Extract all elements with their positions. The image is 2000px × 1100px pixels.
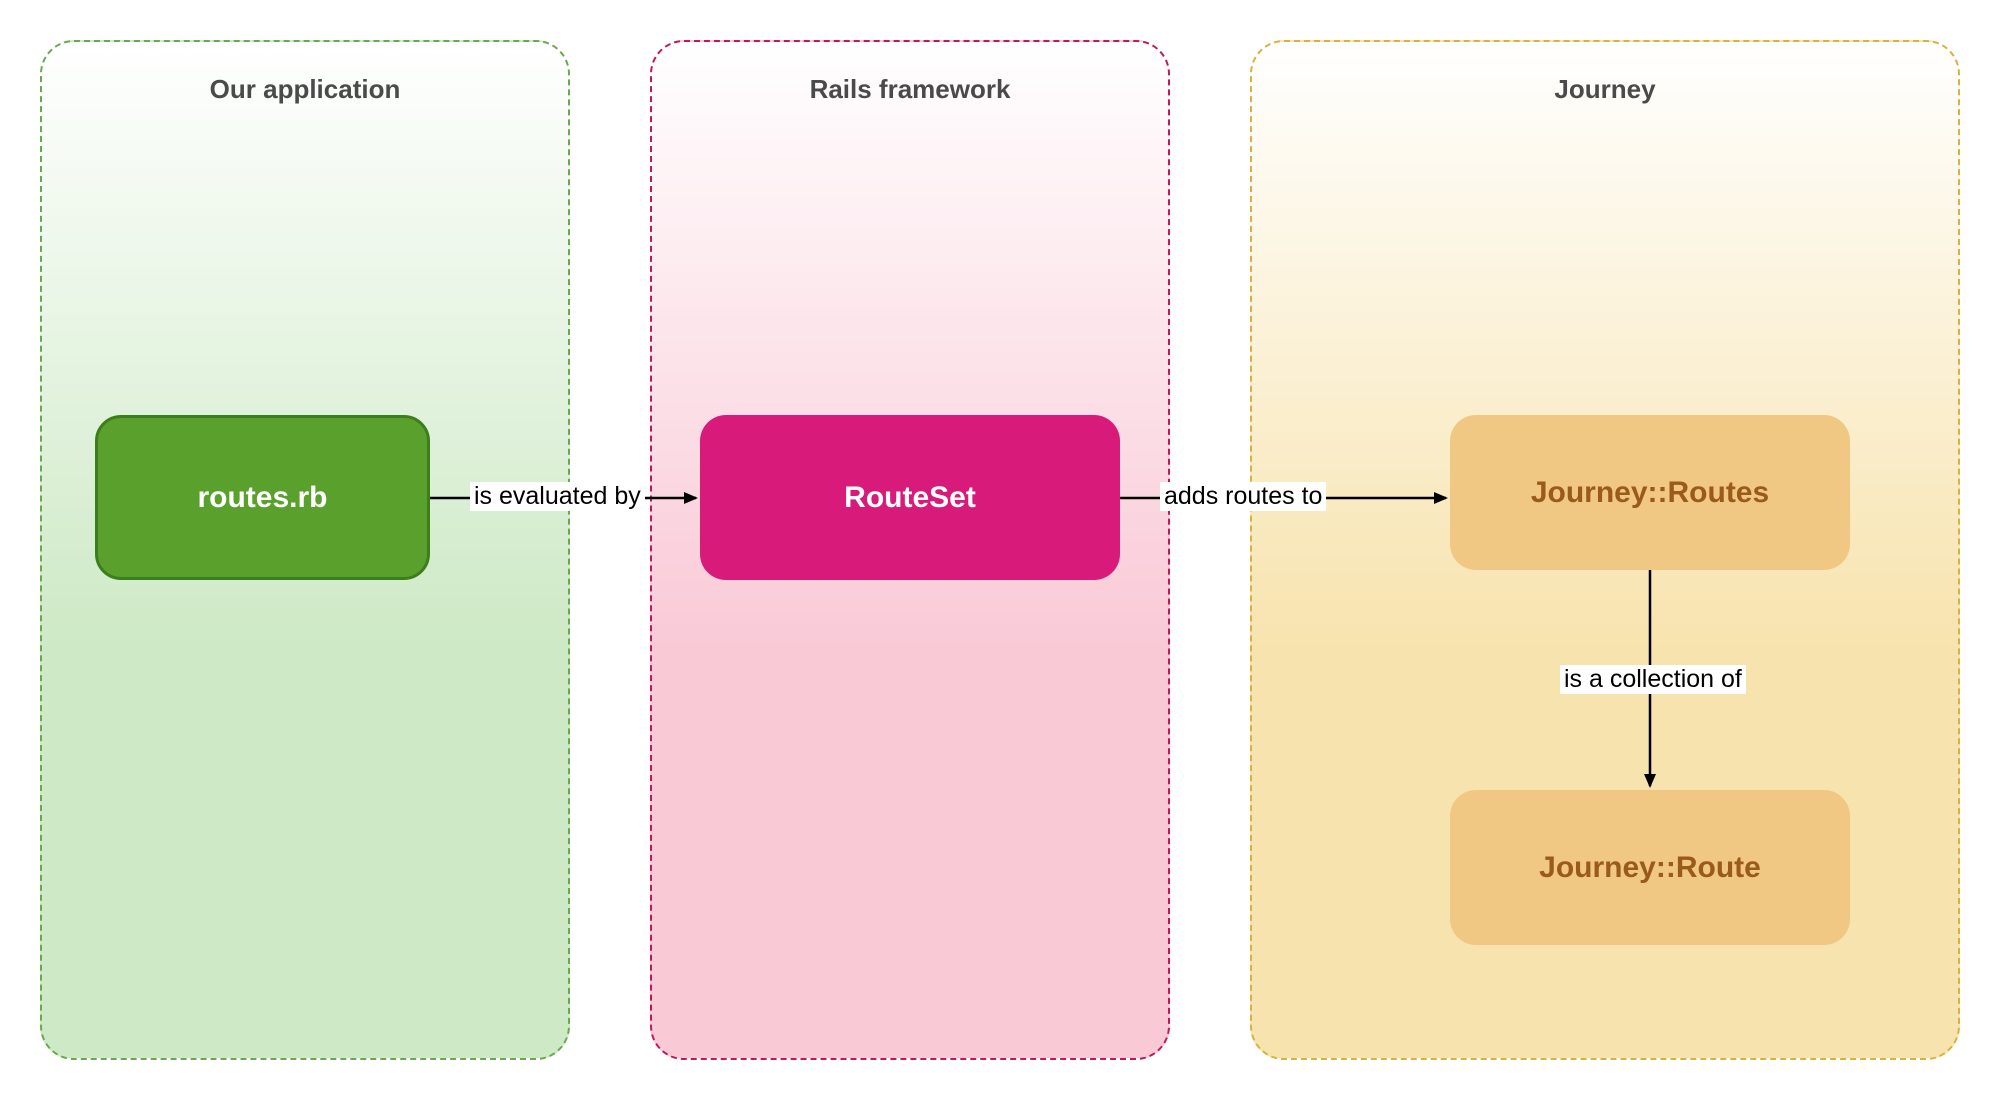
diagram-stage: { "canvas": { "width": 2000, "height": 1… xyxy=(0,0,2000,1100)
column-app-title: Our application xyxy=(42,74,568,105)
node-routeset: RouteSet xyxy=(700,415,1120,580)
node-routeset-label: RouteSet xyxy=(844,481,976,515)
node-journey-route: Journey::Route xyxy=(1450,790,1850,945)
column-journey-title: Journey xyxy=(1252,74,1958,105)
node-routes-rb-label: routes.rb xyxy=(197,481,327,515)
edge-label-adds-routes: adds routes to xyxy=(1160,482,1326,511)
node-journey-routes-label: Journey::Routes xyxy=(1531,476,1769,510)
edge-label-evaluated: is evaluated by xyxy=(470,482,645,511)
node-journey-route-label: Journey::Route xyxy=(1539,851,1761,885)
node-routes-rb: routes.rb xyxy=(95,415,430,580)
node-journey-routes: Journey::Routes xyxy=(1450,415,1850,570)
column-rails-title: Rails framework xyxy=(652,74,1168,105)
edge-label-collection: is a collection of xyxy=(1560,665,1746,694)
